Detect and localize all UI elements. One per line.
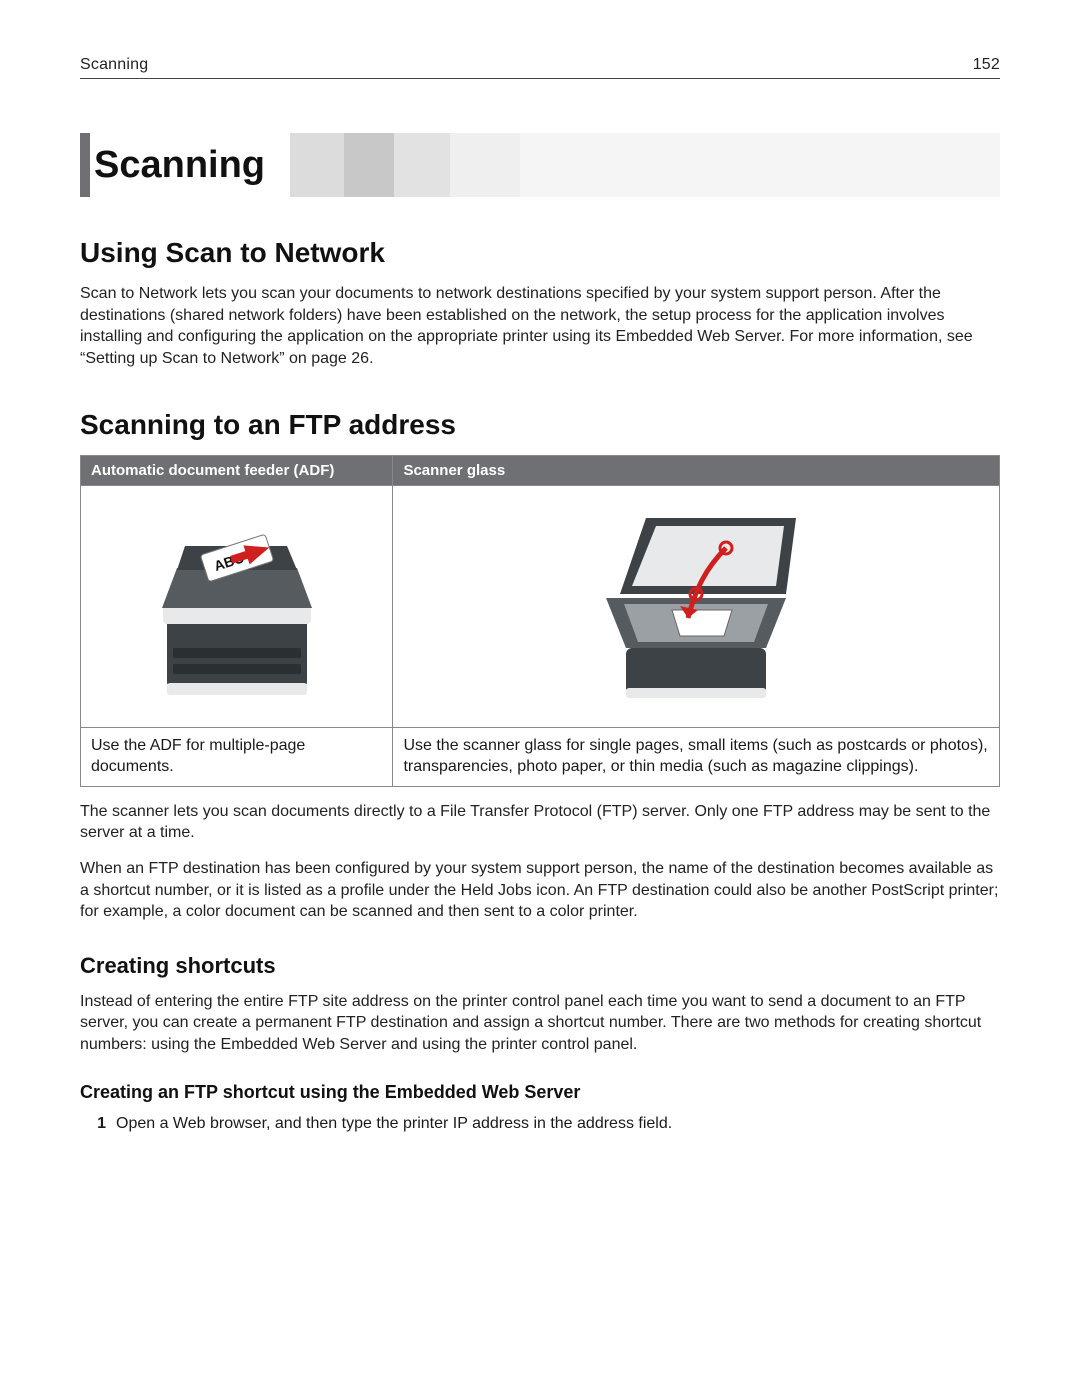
- para-scan-to-network: Scan to Network lets you scan your docum…: [80, 283, 1000, 369]
- table-cell-glass-note: Use the scanner glass for single pages, …: [393, 728, 1000, 787]
- chapter-banner: Scanning: [80, 133, 1000, 197]
- table-cell-adf-note: Use the ADF for multiple‑page documents.: [81, 728, 393, 787]
- para-creating-shortcuts: Instead of entering the entire FTP site …: [80, 991, 1000, 1056]
- table-cell-glass-image: [393, 486, 1000, 728]
- table-cell-adf-image: ABC: [81, 486, 393, 728]
- running-head-section: Scanning: [80, 56, 148, 74]
- heading-scan-to-network: Using Scan to Network: [80, 237, 1000, 269]
- step-item: 1 Open a Web browser, and then type the …: [80, 1113, 1000, 1135]
- heading-ftp-shortcut-ews: Creating an FTP shortcut using the Embed…: [80, 1082, 1000, 1103]
- heading-creating-shortcuts: Creating shortcuts: [80, 953, 1000, 979]
- table-image-row: ABC: [81, 486, 1000, 728]
- step-text: Open a Web browser, and then type the pr…: [116, 1113, 672, 1135]
- chapter-title: Scanning: [80, 144, 265, 187]
- step-number: 1: [92, 1113, 106, 1135]
- running-head-page-number: 152: [973, 56, 1000, 74]
- table-note-row: Use the ADF for multiple‑page documents.…: [81, 728, 1000, 787]
- table-header-adf: Automatic document feeder (ADF): [81, 456, 393, 486]
- printer-adf-icon: ABC: [137, 498, 337, 708]
- heading-scan-to-ftp: Scanning to an FTP address: [80, 409, 1000, 441]
- printer-glass-icon: [576, 498, 816, 708]
- running-head: Scanning 152: [80, 56, 1000, 74]
- table-header-glass: Scanner glass: [393, 456, 1000, 486]
- running-head-rule: [80, 78, 1000, 79]
- table-header-row: Automatic document feeder (ADF) Scanner …: [81, 456, 1000, 486]
- para-ftp-intro-1: The scanner lets you scan documents dire…: [80, 801, 1000, 844]
- scanner-comparison-table: Automatic document feeder (ADF) Scanner …: [80, 455, 1000, 786]
- para-ftp-intro-2: When an FTP destination has been configu…: [80, 858, 1000, 923]
- manual-page: Scanning 152 Scanning Using Scan to Netw…: [0, 0, 1080, 1397]
- steps-list: 1 Open a Web browser, and then type the …: [80, 1113, 1000, 1135]
